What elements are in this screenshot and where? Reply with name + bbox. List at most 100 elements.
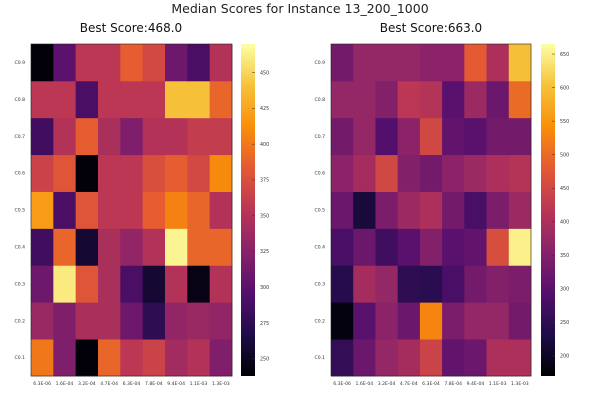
y-tick-labels-left: C0.1 C0.2 C0.3 C0.4 C0.5 C0.6 C0.7 C0.8 C0.9 [14,60,25,361]
heatmap-cell [375,339,399,377]
heatmap-cell [142,191,166,229]
heatmap-cell [120,339,144,377]
x-tick-label: 1.1E-03 [190,381,208,387]
x-tick-label: 6.3E-04 [123,381,141,387]
heatmap-cell [331,339,354,377]
heatmap-cell [31,265,54,303]
heatmap-cell [442,339,465,377]
heatmap-cell [142,117,166,156]
heatmap-cell [486,154,510,192]
heatmap-cell [98,265,121,303]
heatmap-cell [31,117,54,156]
heatmap-cell [98,228,121,266]
heatmap-cell [187,191,211,229]
heatmap-cell [98,191,121,229]
heatmap-cell [419,265,443,303]
heatmap-cell [209,154,233,192]
heatmap-cell [120,80,144,119]
heatmap-cell [331,44,354,82]
colorbar-tick-label: 250 [560,320,569,326]
colorbar-tick-label: 250 [260,357,269,363]
colorbar-tick-label: 300 [560,287,569,293]
figure-title: Median Scores for Instance 13_200_1000 [171,1,428,16]
colorbar-tick-label: 600 [560,85,569,91]
heatmap-cell [209,117,233,156]
heatmap-cell [331,265,354,303]
heatmap-cell [120,302,144,340]
heatmap-cell [331,302,354,340]
heatmap-cells-left [31,44,233,377]
heatmap-cell [397,191,421,229]
heatmap-cell [75,265,99,303]
heatmap-cell [397,44,421,82]
heatmap-cell [397,80,421,119]
heatmap-cell [187,339,211,377]
heatmap-cell [353,302,376,340]
y-tick-label: C0.3 [314,281,325,287]
y-tick-label: C0.1 [314,355,325,361]
heatmap-cell [397,228,421,266]
y-tick-label: C0.4 [314,244,325,250]
x-tick-label: 6.3E-06 [333,381,351,387]
y-tick-labels-right: C0.1 C0.2 C0.3 C0.4 C0.5 C0.6 C0.7 C0.8 C0.9 [314,60,325,361]
heatmap-cell [486,191,510,229]
heatmap-cell [353,339,376,377]
heatmap-cell [442,117,465,156]
heatmap-cell [142,228,166,266]
heatmap-cell [31,302,54,340]
heatmap-cell [120,44,144,82]
heatmap-cell [375,191,399,229]
x-tick-label: 6.3E-04 [422,381,440,387]
heatmap-panel-right: Best Score:663.0 C0.1C0.2C0.3C0.4C0.5C0.… [314,21,569,387]
heatmap-cell [31,191,54,229]
heatmap-cell [508,265,532,303]
heatmap-cell [508,80,532,119]
heatmap-cell [331,154,354,192]
heatmap-cell [508,44,532,82]
heatmap-cell [397,117,421,156]
y-tick-label: C0.5 [14,208,25,214]
heatmap-cells-right [331,44,532,377]
x-tick-label: 1.3E-03 [511,381,529,387]
heatmap-cell [165,80,188,119]
x-tick-label: 7.8E-04 [145,381,163,387]
y-tick-label: C0.2 [14,318,25,324]
panel-title-left: Best Score:468.0 [80,21,182,35]
heatmap-cell [353,80,376,119]
heatmap-cell [53,302,77,340]
heatmap-cell [331,191,354,229]
heatmap-cell [31,80,54,119]
heatmap-cell [165,44,188,82]
x-tick-label: 4.7E-04 [100,381,118,387]
heatmap-cell [419,117,443,156]
heatmap-cell [464,265,487,303]
plot-frame-left [30,43,233,377]
heatmap-cell [187,228,211,266]
heatmap-cell [75,80,99,119]
colorbar-tick-label: 650 [560,52,569,58]
colorbar-tick-label: 200 [560,354,569,360]
y-tick-label: C0.7 [14,134,25,140]
y-tick-label: C0.1 [14,355,25,361]
heatmap-cell [486,117,510,156]
heatmap-cell [120,117,144,156]
heatmap-cell [508,191,532,229]
heatmap-cell [397,302,421,340]
y-tick-label: C0.7 [314,134,325,140]
heatmap-cell [209,191,233,229]
y-tick-label: C0.6 [14,171,25,177]
heatmap-cell [375,228,399,266]
heatmap-cell [419,80,443,119]
colorbar-tick-label: 450 [560,186,569,192]
heatmap-cell [75,44,99,82]
heatmap-cell [464,228,487,266]
heatmap-cell [142,339,166,377]
colorbar-tick-label: 550 [560,119,569,125]
heatmap-cell [75,117,99,156]
heatmap-cell [209,302,233,340]
heatmap-cell [98,117,121,156]
heatmap-cell [53,44,77,82]
heatmap-cell [98,154,121,192]
colorbar-tick-label: 500 [560,152,569,158]
